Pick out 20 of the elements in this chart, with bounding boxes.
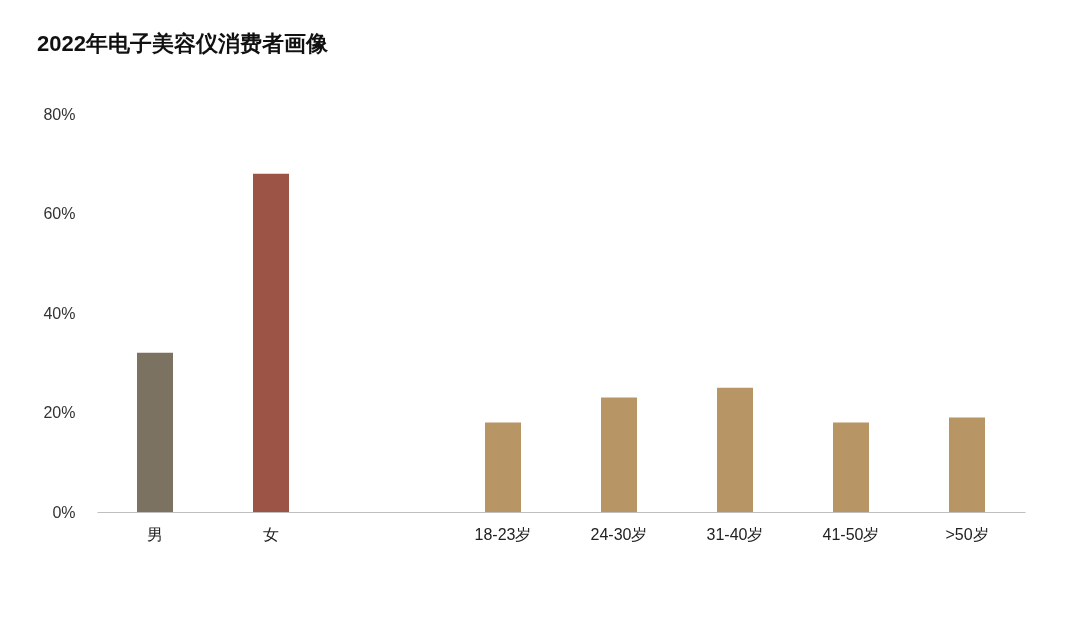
x-tick-label: 41-50岁	[822, 525, 880, 543]
x-tick-label: 18-23岁	[474, 525, 532, 543]
bar	[601, 397, 637, 512]
chart-title: 2022年电子美容仪消费者画像	[37, 31, 329, 56]
y-tick-label: 0%	[52, 503, 76, 521]
bar	[717, 387, 753, 512]
bar	[833, 422, 869, 512]
bar	[137, 352, 173, 512]
x-tick-label: >50岁	[945, 525, 989, 543]
y-tick-label: 60%	[43, 205, 76, 222]
y-tick-label: 40%	[43, 304, 76, 322]
bar	[485, 422, 521, 512]
bar	[949, 417, 985, 512]
x-tick-label: 女	[263, 525, 279, 543]
bar	[253, 173, 289, 512]
x-tick-label: 男	[147, 525, 163, 543]
x-tick-label: 24-30岁	[590, 525, 648, 543]
x-tick-label: 31-40岁	[706, 525, 764, 543]
y-tick-label: 80%	[43, 105, 76, 123]
y-tick-label: 20%	[43, 404, 76, 421]
